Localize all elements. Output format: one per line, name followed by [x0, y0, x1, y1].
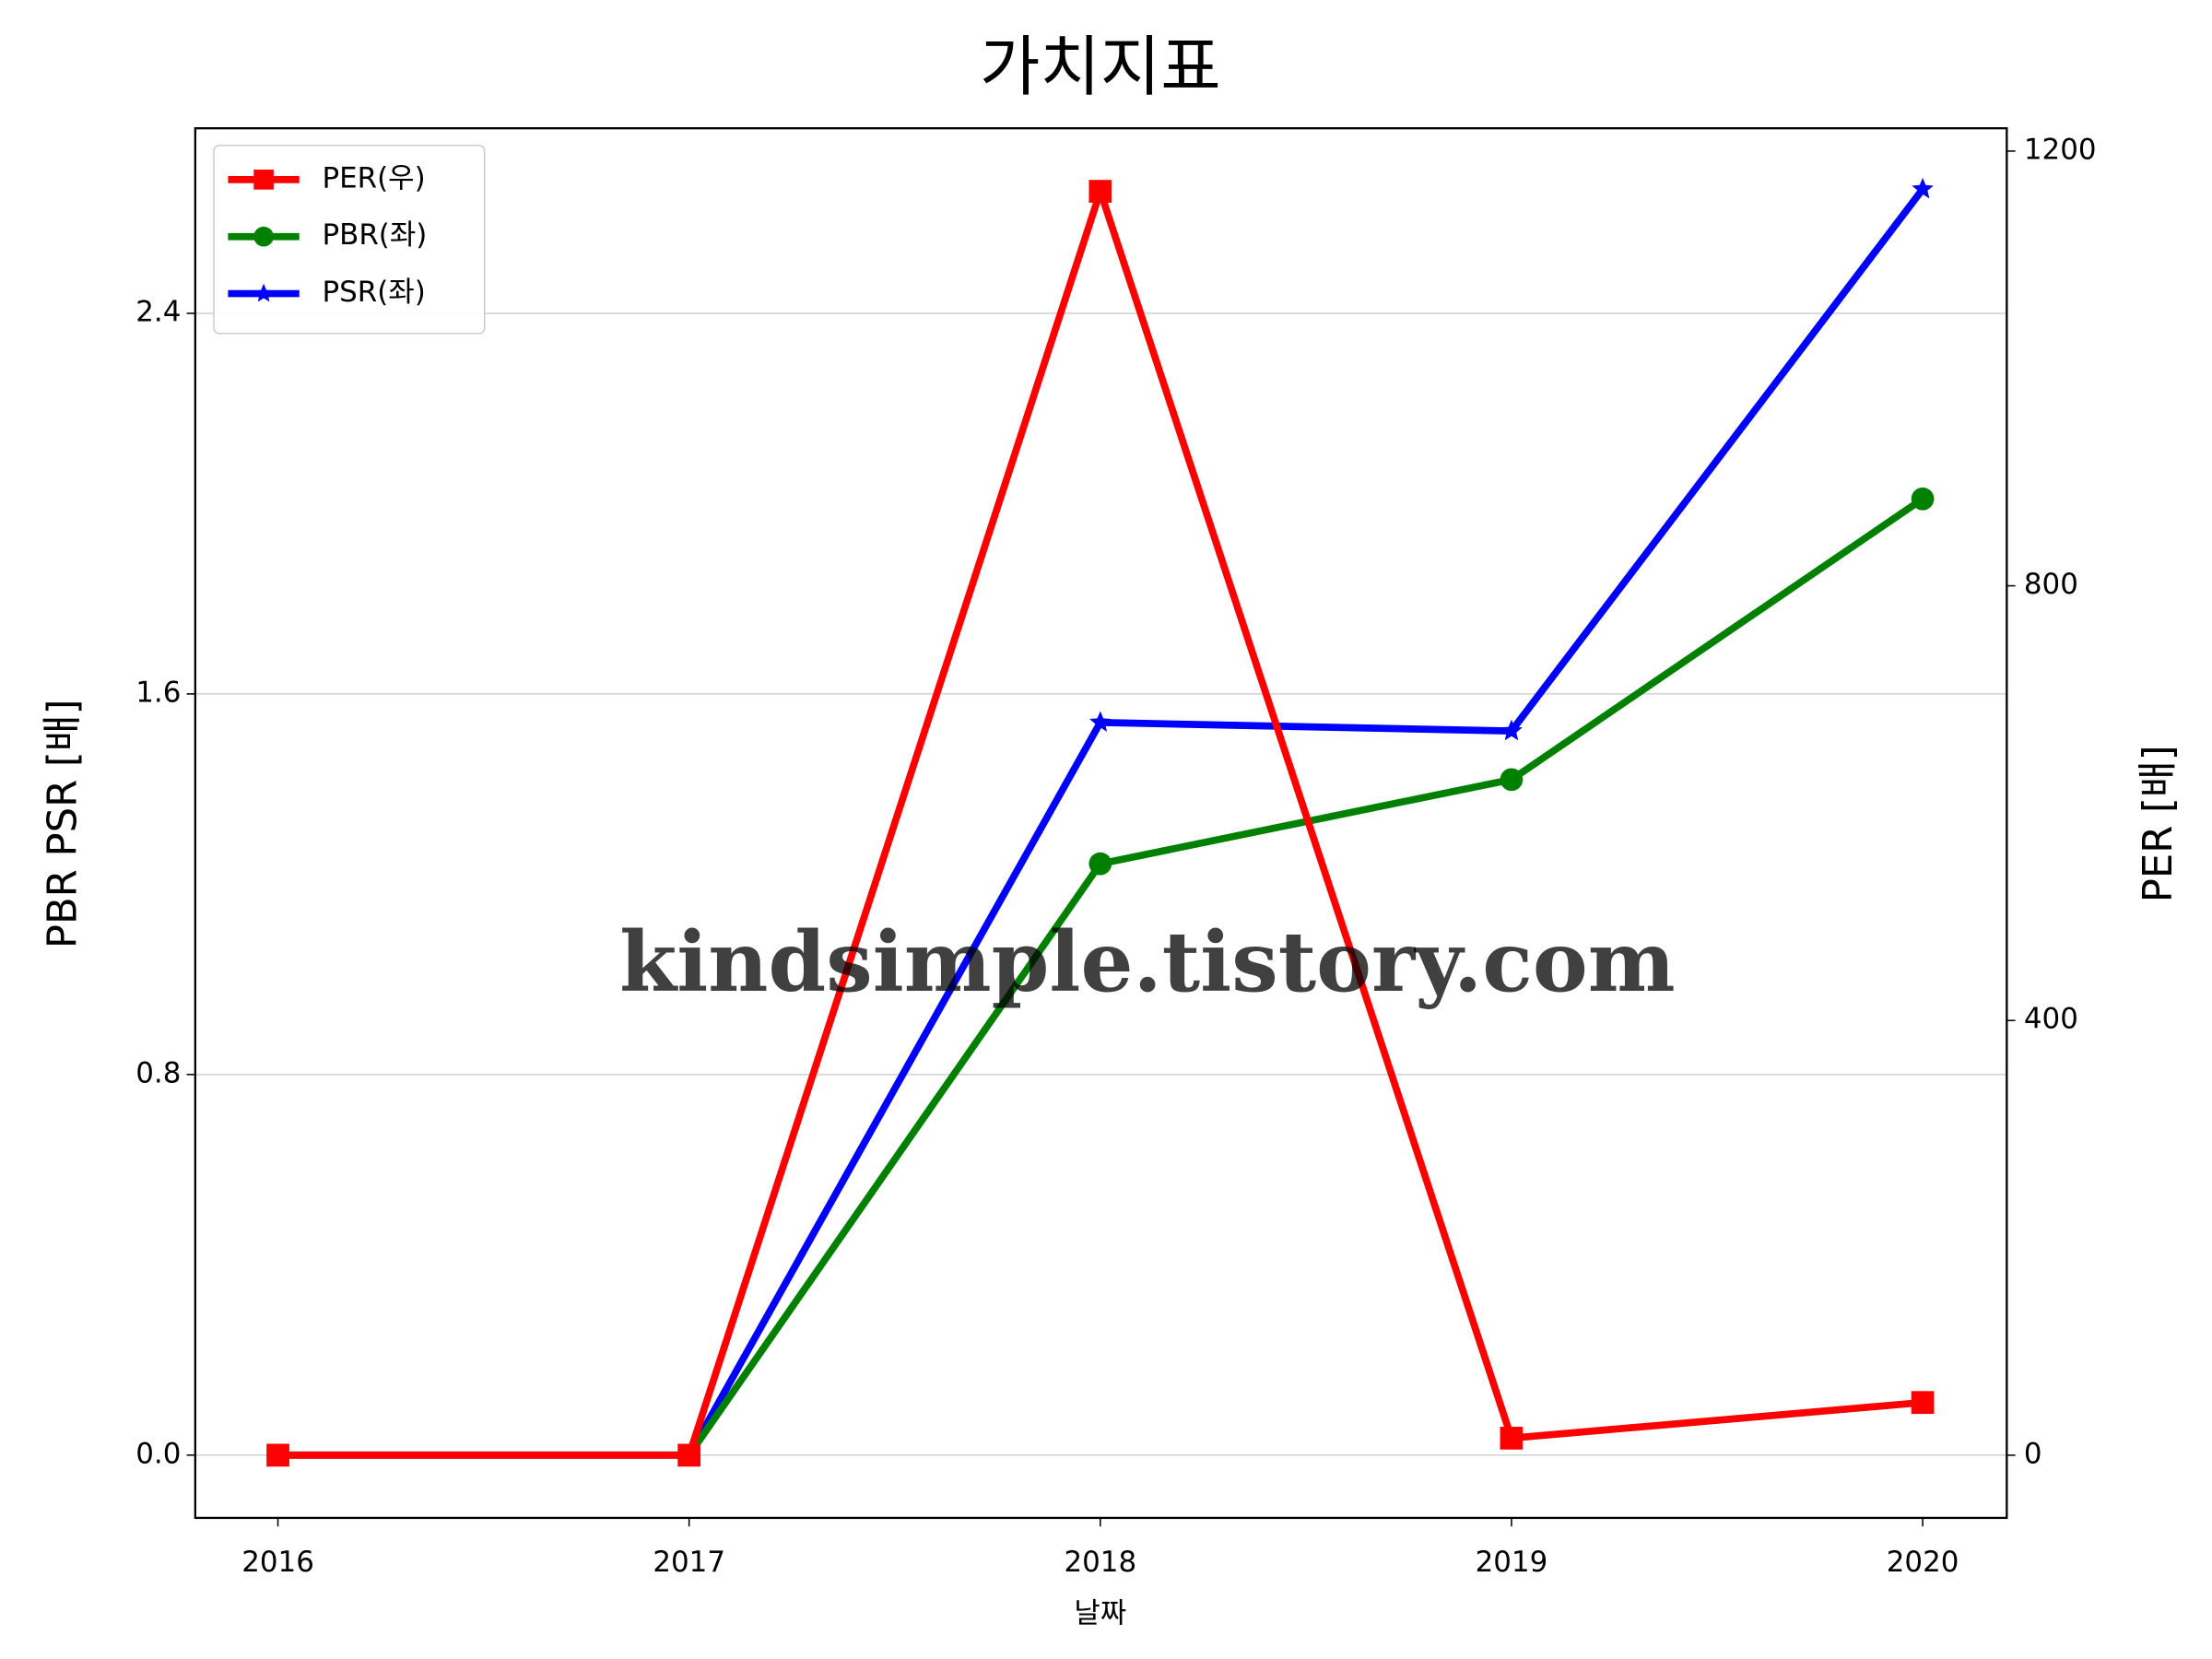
- marker: [1088, 180, 1112, 203]
- legend-marker: [253, 170, 274, 190]
- legend-marker: [253, 283, 274, 302]
- chart-title: 가치지표: [980, 29, 1221, 105]
- x-tick-label: 2018: [1064, 1546, 1136, 1579]
- legend: PER(우) PBR(좌) PSR(좌): [213, 144, 486, 335]
- marker: [1500, 719, 1523, 741]
- plot-frame: [194, 127, 2008, 1520]
- legend-label: PER(우): [322, 161, 425, 194]
- y2-tick-label: 1200: [2024, 133, 2097, 166]
- x-axis-label: 날짜: [1074, 1597, 1126, 1630]
- marker: [677, 1443, 701, 1467]
- marker: [1912, 177, 1934, 199]
- x-tick-label: 2017: [653, 1546, 725, 1579]
- legend-label: PSR(좌): [322, 276, 425, 309]
- y-tick-label: 1.6: [135, 676, 181, 709]
- marker: [1088, 852, 1112, 876]
- x-tick-label: 2019: [1476, 1546, 1548, 1579]
- y2-tick-label: 800: [2024, 568, 2078, 601]
- y-tick-label: 0.0: [135, 1437, 181, 1470]
- y-tick-label: 0.8: [135, 1056, 181, 1089]
- y-axis-label: PBR PSR [배]: [41, 700, 87, 949]
- y2-tick-label: 0: [2024, 1437, 2042, 1470]
- legend-box: [213, 144, 486, 335]
- legend-marker: [253, 226, 274, 247]
- y2-tick-label: 400: [2024, 1003, 2078, 1036]
- marker: [1089, 711, 1112, 732]
- marker: [1500, 768, 1524, 792]
- marker: [1911, 1391, 1935, 1415]
- legend-label: PBR(좌): [322, 218, 427, 252]
- marker: [1911, 487, 1935, 511]
- y-tick-label: 2.4: [135, 295, 181, 328]
- x-tick-label: 2020: [1887, 1546, 1959, 1579]
- marker: [266, 1443, 289, 1467]
- marker: [1500, 1426, 1524, 1450]
- x-tick-label: 2016: [241, 1546, 314, 1579]
- watermark: kindsimple.tistory.com: [619, 914, 1676, 1011]
- y2-axis-label: PER [배]: [2136, 745, 2182, 902]
